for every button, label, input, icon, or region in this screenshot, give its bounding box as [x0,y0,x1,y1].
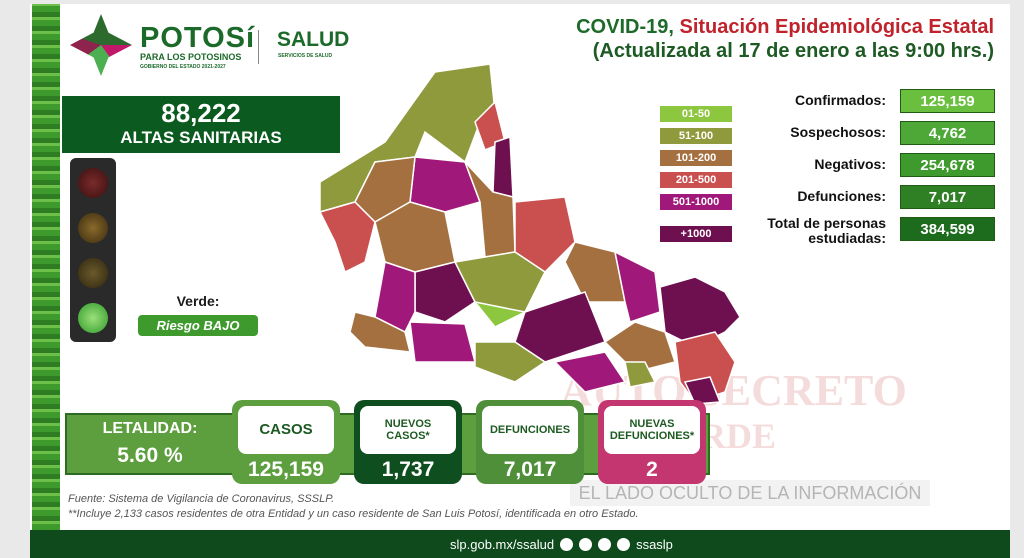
map-region [613,250,661,323]
logo-divider [258,30,259,64]
legend-item: 51-100 [660,128,732,144]
letalidad: LETALIDAD: 5.60 % [75,420,225,468]
state-map [318,63,741,405]
source-notes: Fuente: Sistema de Vigilancia de Coronav… [68,492,639,522]
green-lamp-icon [78,303,108,333]
altas-label: ALTAS SANITARIAS [120,128,282,147]
map-region [683,376,722,405]
map-region [564,241,626,303]
semaforo-state: Verde: [176,293,220,309]
map-region [409,156,481,213]
stat-value-confirmados: 125,159 [900,89,995,113]
stat-label-negativos: Negativos: [814,156,886,172]
twitter-icon[interactable] [579,538,593,551]
map-region [624,361,657,388]
risk-badge: Riesgo BAJO [138,315,258,336]
card-label: NUEVOS CASOS* [360,406,456,454]
stat-label-total: Total de personas estudiadas: [767,215,886,246]
title-prefix: COVID-19, [576,16,674,38]
youtube-icon[interactable] [598,538,612,551]
stat-value-defunciones: 7,017 [900,185,995,209]
map-region [349,311,411,353]
map-region [492,135,514,198]
map-region [514,196,576,273]
amber-lamp-icon [78,213,108,243]
instagram-icon[interactable] [617,538,631,551]
logo-tagline: GOBIERNO DEL ESTADO 2021-2027 [140,64,226,70]
legend-item: +1000 [660,226,732,242]
stat-label-defunciones: Defunciones: [797,188,886,204]
legend-item: 01-50 [660,106,732,122]
card-nuevos-casos: NUEVOS CASOS* 1,737 [354,400,462,484]
letalidad-value: 5.60 % [117,444,183,467]
map-region [318,201,376,274]
logo-title: POTOSí [140,22,256,54]
dept-name: SALUD [277,28,350,51]
letalidad-label: LETALIDAD: [102,420,198,437]
footnote-text: **Incluye 2,133 casos residentes de otra… [68,508,639,520]
card-value: 1,737 [381,458,435,481]
page-title: COVID-19, Situación Epidemiológica Estat… [576,16,994,39]
legend-item: 501-1000 [660,194,732,210]
card-label: DEFUNCIONES [482,406,578,454]
stat-label-confirmados: Confirmados: [795,92,886,108]
map-region [409,321,476,363]
legend-item: 101-200 [660,150,732,166]
source-text: Fuente: Sistema de Vigilancia de Coronav… [68,493,335,505]
title-main: Situación Epidemiológica Estatal [679,16,994,38]
red-lamp-icon [78,168,108,198]
map-region [514,291,606,363]
stat-value-total: 384,599 [900,217,995,241]
card-nuevas-defunciones: NUEVAS DEFUNCIONES* 2 [598,400,706,484]
card-label: NUEVAS DEFUNCIONES* [604,406,700,454]
stat-value-sospechosos: 4,762 [900,121,995,145]
card-value: 2 [646,458,658,481]
footer-url[interactable]: slp.gob.mx/ssalud [450,537,555,552]
map-region [553,351,627,393]
card-casos: CASOS 125,159 [232,400,340,484]
facebook-icon[interactable] [560,538,574,551]
map-region [659,276,741,348]
map-region [474,341,547,383]
logo-subtitle: PARA LOS POTOSINOS [140,52,242,62]
dept-sub: SERVICIOS DE SALUD [278,53,333,59]
decorative-strip [32,4,60,530]
legend-item: 201-500 [660,172,732,188]
altas-value: 88,222 [161,98,241,128]
card-value: 125,159 [248,458,324,481]
stat-value-negativos: 254,678 [900,153,995,177]
stat-label-sospechosos: Sospechosos: [790,124,886,140]
card-defunciones: DEFUNCIONES 7,017 [476,400,584,484]
card-value: 7,017 [503,458,557,481]
map-region [453,251,546,313]
footer: slp.gob.mx/ssalud ssaslp [30,530,1010,558]
card-label: CASOS [238,406,334,454]
update-time: (Actualizada al 17 de enero a las 9:00 h… [592,40,994,62]
footer-handle[interactable]: ssaslp [636,537,673,552]
yellow-lamp-icon [78,258,108,288]
altas-box: 88,222 ALTAS SANITARIAS [62,96,340,153]
watermark-tagline: EL LADO OCULTO DE LA INFORMACIÓN [570,480,930,506]
traffic-light [70,158,116,342]
